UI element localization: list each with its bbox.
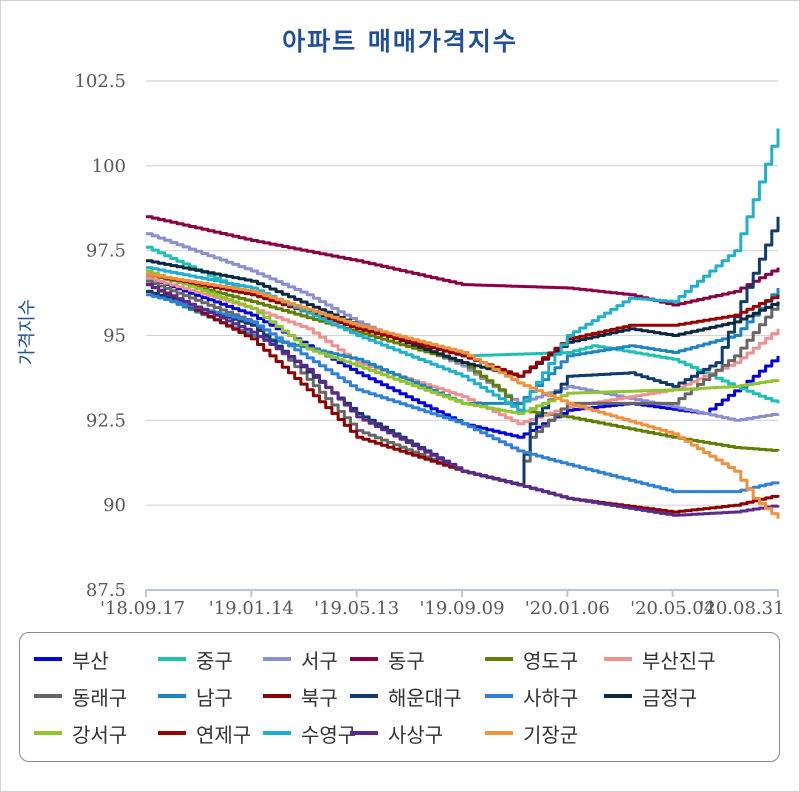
- legend-item: 사하구: [485, 684, 579, 710]
- legend-label: 수영구: [301, 722, 357, 747]
- legend-swatch: [350, 657, 378, 661]
- legend-swatch: [263, 694, 291, 698]
- legend-item: 서구: [263, 647, 338, 673]
- legend-item: 기장군: [485, 721, 579, 747]
- y-tick-label: 90: [103, 495, 126, 516]
- legend-swatch: [158, 731, 186, 735]
- legend-label: 강서구: [72, 722, 128, 747]
- y-tick-labels: 87.5 90 92.5 95 97.5 100 102.5: [74, 71, 126, 601]
- series-line-16: [146, 283, 780, 517]
- legend-swatch: [158, 657, 186, 661]
- chart-title: 아파트 매매가격지수: [282, 27, 518, 56]
- legend-label: 동래구: [72, 685, 128, 710]
- legend-swatch: [485, 694, 513, 698]
- y-tick-label: 87.5: [86, 580, 126, 601]
- legend-item: 금정구: [604, 684, 698, 710]
- x-tick-label: '18.09.17: [100, 598, 185, 619]
- legend-item: 중구: [158, 647, 233, 673]
- series-line-11: [146, 293, 780, 494]
- legend-item: 사상구: [350, 721, 444, 747]
- y-tick-label: 102.5: [74, 71, 126, 92]
- x-tick-label: '19.05.13: [314, 598, 399, 619]
- y-tick-label: 100: [92, 156, 126, 177]
- legend-item: 동구: [350, 647, 425, 673]
- legend-label: 사상구: [388, 722, 444, 747]
- legend-swatch: [263, 657, 291, 661]
- series-lines: [146, 128, 780, 519]
- legend-label: 북구: [301, 685, 338, 710]
- legend-swatch: [350, 731, 378, 735]
- legend-swatch: [604, 694, 632, 698]
- y-tick-label: 97.5: [86, 241, 126, 262]
- legend-label: 중구: [196, 648, 233, 673]
- legend-swatch: [34, 731, 62, 735]
- legend-label: 사하구: [523, 685, 579, 710]
- x-tick-label: '20.05.04: [630, 598, 715, 619]
- legend-item: 수영구: [263, 721, 357, 747]
- legend-item: 해운대구: [350, 684, 462, 710]
- series-line-12: [146, 259, 780, 378]
- legend-swatch: [485, 657, 513, 661]
- legend-item: 북구: [263, 684, 338, 710]
- legend-label: 동구: [388, 648, 425, 673]
- legend-item: 부산진구: [604, 647, 716, 673]
- legend-label: 금정구: [642, 685, 698, 710]
- legend-label: 부산: [72, 648, 109, 673]
- legend-label: 남구: [196, 685, 233, 710]
- legend-swatch: [604, 657, 632, 661]
- legend-item: 영도구: [485, 647, 579, 673]
- legend-item: 부산: [34, 647, 109, 673]
- legend-label: 해운대구: [388, 685, 462, 710]
- legend-swatch: [34, 694, 62, 698]
- legend-label: 서구: [301, 648, 338, 673]
- legend-item: 동래구: [34, 684, 128, 710]
- series-line-4: [146, 215, 780, 307]
- series-line-3: [146, 232, 780, 422]
- legend-label: 영도구: [523, 648, 579, 673]
- plot-area: 87.5 90 92.5 95 97.5 100 102.5 '18.09.17 '19.01…: [74, 71, 785, 619]
- legend-label: 부산진구: [642, 648, 716, 673]
- y-tick-label: 92.5: [86, 410, 126, 431]
- y-tick-label: 95: [103, 326, 126, 347]
- series-line-13: [146, 269, 780, 415]
- x-tick-label: '20.01.06: [525, 598, 610, 619]
- series-line-14: [146, 272, 780, 378]
- legend-item: 강서구: [34, 721, 128, 747]
- legend-swatch: [34, 657, 62, 661]
- legend-swatch: [158, 694, 186, 698]
- legend-swatch: [263, 731, 291, 735]
- series-line-1: [146, 276, 780, 439]
- legend-label: 기장군: [523, 722, 579, 747]
- legend-swatch: [485, 731, 513, 735]
- legend-item: 연제구: [158, 721, 252, 747]
- legend-label: 연제구: [196, 722, 252, 747]
- x-tick-label: '19.01.14: [209, 598, 294, 619]
- legend-item: 남구: [158, 684, 233, 710]
- x-axis: '18.09.17 '19.01.14 '19.05.13 '19.09.09 '20.…: [100, 590, 785, 619]
- x-tick-label: '19.09.09: [419, 598, 504, 619]
- series-line-15: [146, 128, 780, 412]
- x-tick-label: '20.08.31: [699, 598, 784, 619]
- legend-swatch: [350, 694, 378, 698]
- series-line-17: [146, 272, 780, 519]
